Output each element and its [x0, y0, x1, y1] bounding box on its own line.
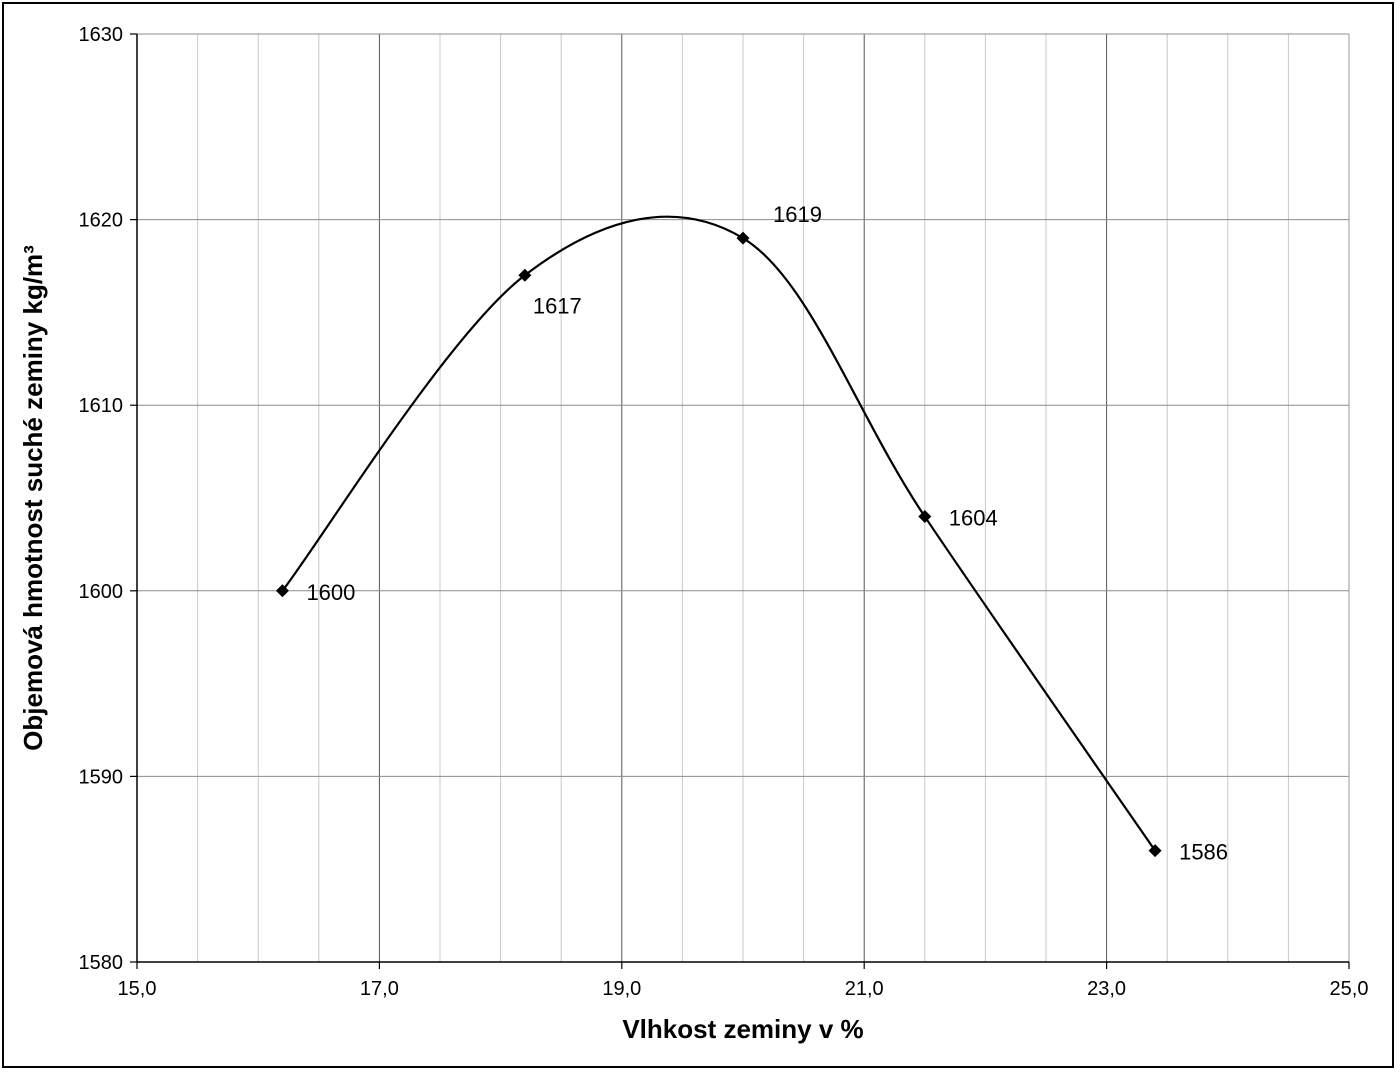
y-tick-label: 1630 [79, 24, 124, 46]
x-tick-labels: 15,0 17,0 19,0 21,0 23,0 25,0 [118, 962, 1369, 1000]
data-point-marker [918, 510, 932, 524]
data-label: 1604 [949, 506, 998, 531]
x-tick-label: 19,0 [602, 978, 641, 1000]
y-tick-labels: 1580 1590 1600 1610 1620 1630 [79, 24, 137, 974]
data-label: 1619 [773, 202, 822, 227]
x-tick-label: 15,0 [118, 978, 157, 1000]
data-point-marker [518, 268, 532, 282]
y-tick-label: 1590 [79, 766, 124, 788]
x-tick-label: 17,0 [360, 978, 399, 1000]
y-tick-label: 1620 [79, 210, 124, 232]
major-gridlines [137, 33, 1350, 962]
y-tick-label: 1610 [79, 395, 124, 417]
data-point-marker [1148, 844, 1162, 858]
data-point-marker [275, 584, 289, 598]
data-labels: 1600 1617 1619 1604 1586 [306, 202, 1228, 864]
series-line [281, 215, 1156, 852]
y-tick-label: 1580 [79, 952, 124, 974]
data-label: 1600 [306, 580, 355, 605]
axes [136, 34, 1349, 963]
data-label: 1586 [1179, 840, 1228, 865]
data-markers [275, 231, 1162, 858]
x-tick-label: 23,0 [1087, 978, 1126, 1000]
y-axis-title: Objemová hmotnost suché zeminy kg/m³ [18, 245, 48, 751]
data-point-marker [736, 231, 750, 245]
y-tick-label: 1600 [79, 581, 124, 603]
data-label: 1617 [533, 293, 582, 318]
minor-gridlines [197, 34, 1289, 962]
x-tick-label: 21,0 [845, 978, 884, 1000]
x-tick-label: 25,0 [1330, 978, 1369, 1000]
x-axis-title: Vlhkost zeminy v % [622, 1014, 863, 1044]
